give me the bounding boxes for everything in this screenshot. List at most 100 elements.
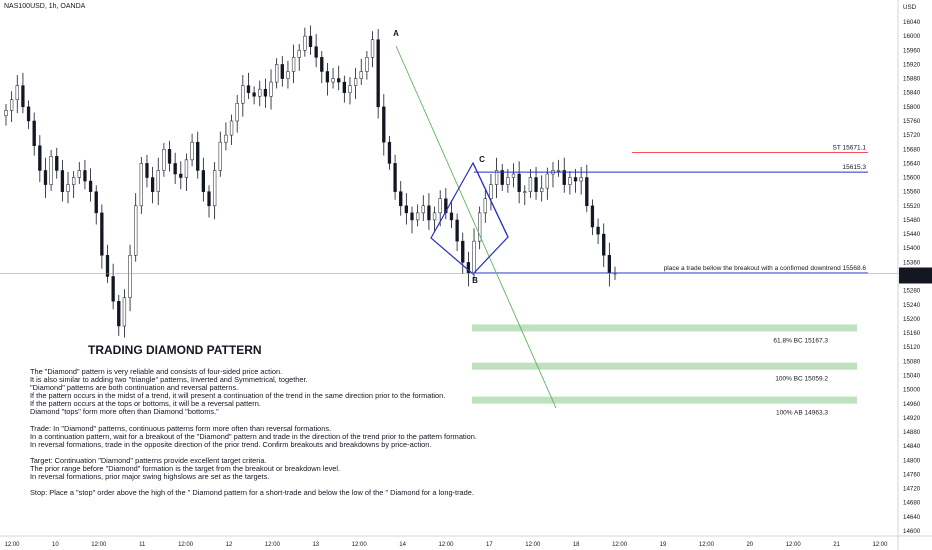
candle-body: [472, 240, 476, 274]
green-trend-line: [395, 45, 557, 409]
y-tick-label: 15840: [903, 90, 921, 97]
candle-body: [399, 191, 403, 207]
target-band: [472, 396, 857, 404]
symbol-label: NAS100USD, 1h, OANDA: [4, 3, 86, 10]
candlesticks: [4, 25, 617, 338]
candle-body: [145, 163, 149, 178]
level-label: place a trade bellow the breakout with a…: [664, 265, 867, 272]
candle-body: [88, 180, 93, 192]
candle-body: [173, 163, 177, 175]
x-tick-label: 12:00: [265, 542, 281, 548]
chart-title: TRADING DIAMOND PATTERN: [88, 343, 262, 357]
candle-body: [286, 71, 290, 79]
candle-body: [455, 219, 459, 242]
candle-body: [60, 170, 65, 192]
y-tick-label: 15000: [903, 387, 921, 394]
candle-body: [602, 233, 606, 256]
candle-body: [444, 198, 448, 214]
candle-body: [252, 92, 256, 97]
candle-body: [556, 170, 561, 172]
candle-body: [55, 156, 59, 171]
x-tick-label: 14: [399, 542, 406, 548]
candle-body: [421, 205, 425, 214]
y-tick-label: 15800: [903, 104, 921, 111]
candle-body: [280, 64, 284, 79]
y-tick-label: 15360: [903, 259, 921, 266]
candle-body: [229, 120, 234, 136]
notes-line: If the pattern occurs in the midst of a …: [30, 391, 446, 401]
notes-line: The prior range before "Diamond" formati…: [30, 463, 341, 473]
pattern-point-labels: A B C: [393, 29, 485, 285]
x-tick-label: 12:00: [786, 542, 802, 548]
candle-body: [359, 71, 363, 79]
y-tick-label: 15600: [903, 175, 921, 182]
candle-body: [489, 184, 493, 199]
x-tick-label: 20: [746, 542, 753, 548]
x-tick-label: 10: [52, 542, 59, 548]
candle-body: [134, 205, 138, 256]
candle-body: [404, 205, 409, 214]
candle-body: [579, 177, 583, 182]
candle-body: [15, 85, 19, 101]
band-label: 100% BC 15059.2: [775, 376, 828, 383]
candle-body: [320, 57, 324, 72]
candle-body: [291, 57, 296, 72]
x-tick-label: 12:00: [4, 542, 20, 548]
y-tick-label: 14760: [903, 471, 921, 478]
candle-body: [427, 205, 431, 221]
candle-body: [241, 85, 245, 104]
current-price-tag: 15328.559:03: [0, 267, 932, 284]
pattern-point-c: C: [479, 155, 485, 164]
y-tick-label: 14840: [903, 443, 921, 450]
candle-body: [218, 141, 222, 171]
level-label: 15615.3: [843, 164, 867, 171]
candle-body: [246, 85, 251, 93]
candle-body: [573, 177, 578, 182]
notes-line: Diamond "tops" form more often than Diam…: [30, 407, 219, 417]
candle-body: [393, 163, 397, 192]
candle-body: [365, 57, 369, 72]
candle-body: [49, 156, 53, 185]
currency-label: USD: [903, 4, 917, 11]
x-tick-labels: 12:00 10 12:00 11 12:00 12 12:00 13 12:00 14 12:00…: [4, 542, 888, 548]
y-tick-label: 15480: [903, 217, 921, 224]
y-tick-label: 15680: [903, 146, 921, 153]
candle-body: [72, 177, 76, 185]
candle-body: [314, 46, 318, 58]
x-tick-label: 18: [573, 542, 580, 548]
y-tick-label: 15760: [903, 118, 921, 125]
y-tick-label: 15960: [903, 47, 921, 54]
candle-body: [376, 39, 380, 108]
candle-body: [534, 177, 538, 192]
y-tick-label: 15520: [903, 203, 921, 210]
y-tick-label: 15400: [903, 245, 921, 252]
candle-body: [224, 134, 228, 143]
candle-body: [128, 255, 132, 298]
candle-body: [235, 103, 239, 122]
candle-body: [308, 35, 313, 47]
candle-body: [607, 255, 612, 274]
candle-body: [590, 205, 595, 228]
notes-line: In a continuation pattern, wait for a br…: [30, 431, 477, 441]
candle-body: [111, 276, 115, 302]
target-bands: 61.8% BC 15167.3 100% BC 15059.2 100% AB 1…: [472, 324, 857, 417]
candle-body: [201, 170, 206, 192]
candle-body: [517, 173, 521, 192]
band-label: 61.8% BC 15167.3: [773, 337, 828, 344]
x-tick-label: 12:00: [178, 542, 194, 548]
y-tick-label: 14920: [903, 415, 921, 422]
candle-body: [207, 191, 211, 207]
y-tick-label: 14720: [903, 486, 921, 493]
current-price-box: [899, 267, 932, 284]
candle-body: [162, 149, 166, 171]
candle-body: [562, 170, 566, 185]
y-tick-label: 15560: [903, 189, 921, 196]
y-tick-label: 15720: [903, 132, 921, 139]
candle-body: [500, 170, 504, 185]
candle-body: [494, 170, 499, 185]
candle-body: [21, 85, 25, 108]
x-tick-label: 12:00: [699, 542, 715, 548]
candle-body: [66, 184, 70, 192]
candle-body: [478, 212, 482, 242]
